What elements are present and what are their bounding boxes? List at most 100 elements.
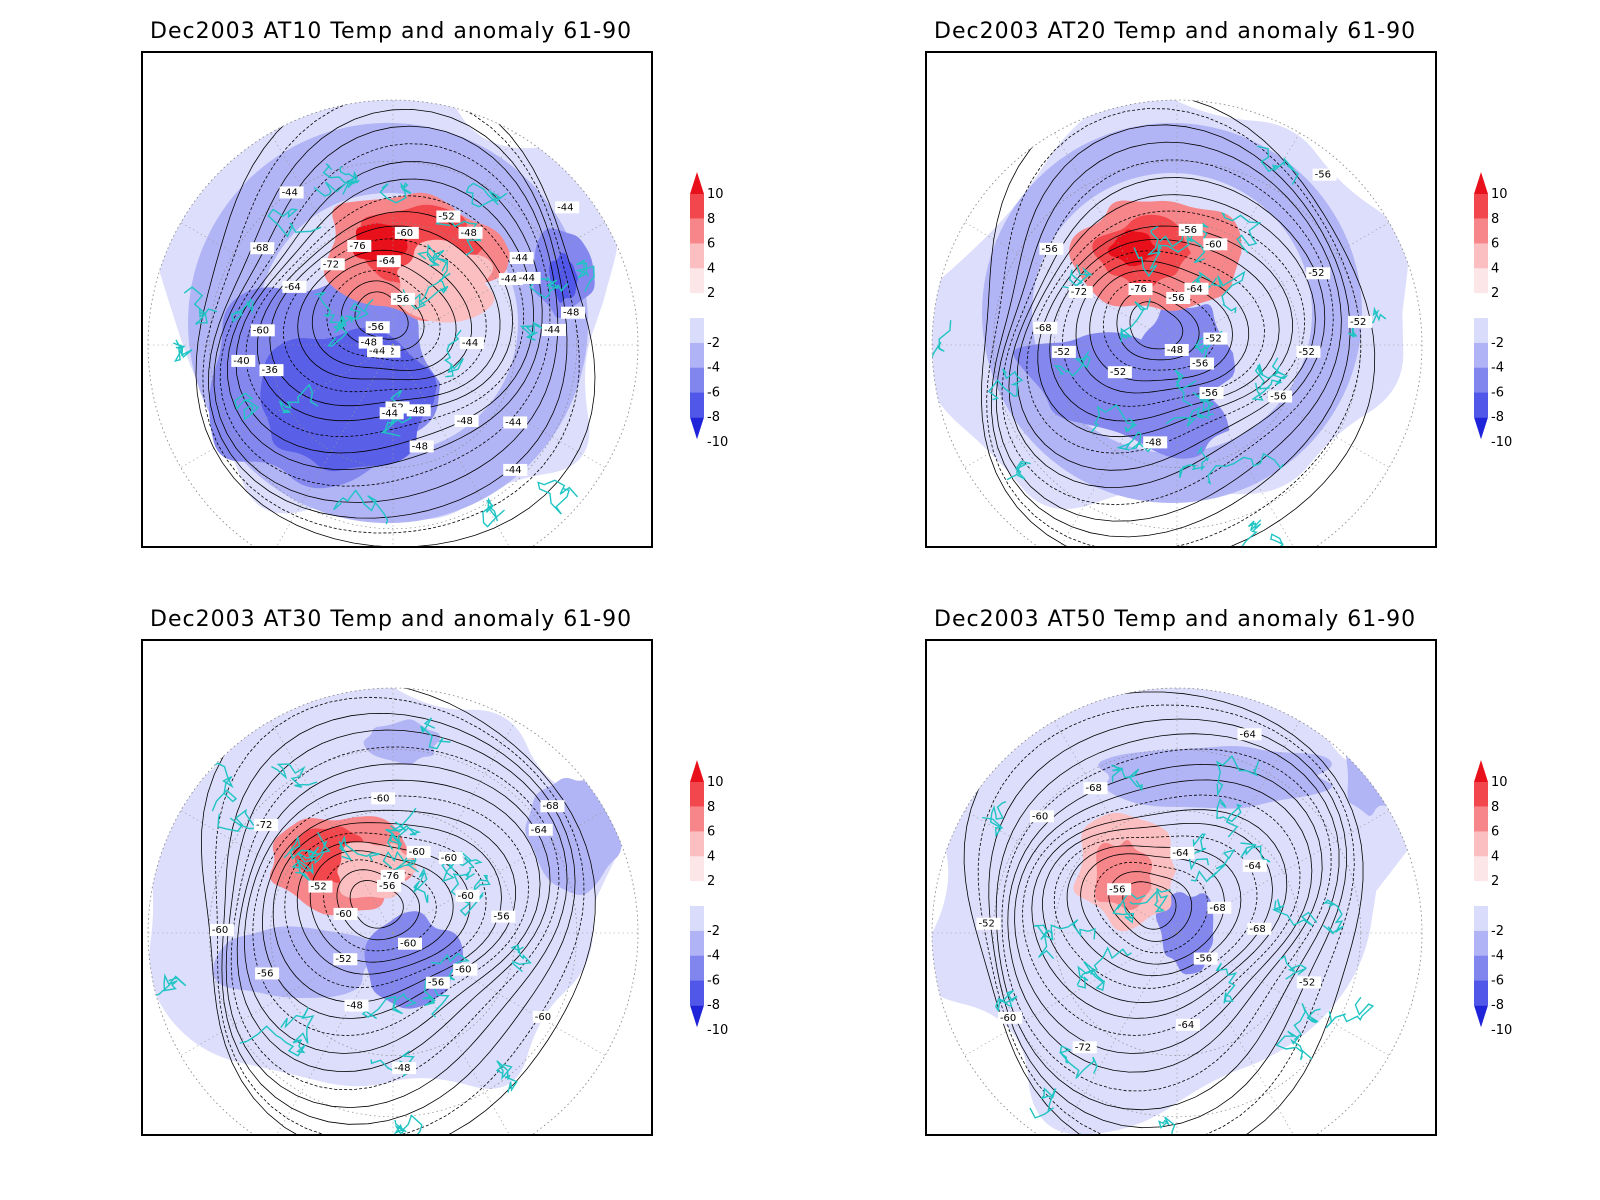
anomaly-region <box>1098 746 1332 809</box>
isotherm-line <box>245 195 525 438</box>
colorbar-label: -10 <box>707 1023 728 1038</box>
graticule-meridian <box>964 932 1178 1056</box>
colorbar-at10: 10 8 6 4 2 -2 -4 -6 -8 -10 <box>690 172 750 452</box>
coastline-segment <box>1216 797 1243 838</box>
colorbar-bottom-arrow <box>1474 417 1488 440</box>
colorbar-label: -10 <box>1491 435 1512 450</box>
isotherm-line <box>1001 748 1332 1092</box>
contour-label: -52 <box>335 954 351 965</box>
contour-label: -56 <box>1192 359 1208 370</box>
coastline-segment <box>387 824 422 850</box>
contour-label-bg <box>320 258 345 271</box>
contour-label-bg <box>380 869 405 882</box>
colorbar-segment <box>1474 342 1488 368</box>
colorbar-segment <box>690 856 704 882</box>
anomaly-region <box>549 252 579 303</box>
coastline-segment <box>1238 519 1262 546</box>
contour-label: -64 <box>1178 1020 1194 1031</box>
coastline-segment <box>1129 887 1171 913</box>
colorbar-segment <box>690 342 704 368</box>
contour-label: -64 <box>379 256 395 267</box>
coastline-segment <box>1077 946 1132 989</box>
coastline-segment <box>519 321 544 341</box>
isotherm-line <box>1026 210 1306 454</box>
contour-label-bg <box>528 823 553 836</box>
graticule-meridian <box>180 932 394 1056</box>
coastlines <box>173 163 595 528</box>
coastline-segment <box>1158 1116 1197 1134</box>
contour-label-bg <box>333 907 358 920</box>
map-at20: -52 -52 -56 -56 -56 -48 -48 -52 -52 -68 -72 -56 -76 -… <box>925 51 1437 548</box>
contour-label: -72 <box>256 820 272 831</box>
colorbar-segment <box>1474 367 1488 393</box>
contour-label-bg <box>555 201 580 214</box>
colorbar-label: 10 <box>1491 187 1508 202</box>
graticule-meridian <box>392 720 516 934</box>
polar-map-at10: -44-44-44-44-48-48-48-52-44-52-44-48-36-… <box>147 99 639 546</box>
contour-label: -56 <box>493 912 509 923</box>
contour-label-bg <box>358 336 383 349</box>
isotherm-line <box>1053 835 1258 989</box>
contour-label-bg <box>453 963 478 976</box>
colorbar-segment <box>690 318 704 343</box>
map-content <box>148 100 638 546</box>
contour-label-bg <box>1348 315 1373 328</box>
contour-label-bg <box>1268 390 1293 403</box>
contour-label: -52 <box>438 212 454 223</box>
contour-label-bg <box>1039 242 1064 255</box>
contour-label: -56 <box>1168 293 1184 304</box>
coastline-segment <box>402 257 449 310</box>
graticule-meridian <box>270 720 394 934</box>
coastline-segment <box>464 856 483 880</box>
contour-label-bg <box>1068 285 1093 298</box>
contour-label: -52 <box>1299 977 1315 988</box>
graticule-circle <box>992 748 1362 1118</box>
colorbar-label: 10 <box>707 775 724 790</box>
contour-label: -68 <box>1209 903 1225 914</box>
colorbar-label: 8 <box>707 800 715 815</box>
contour-label-bg <box>516 271 541 284</box>
contour-label: -60 <box>336 909 352 920</box>
coastline-segment <box>314 291 351 328</box>
colorbar-label: 8 <box>1491 800 1499 815</box>
colorbar-segment <box>1474 243 1488 269</box>
hemisphere-edge <box>931 99 1423 546</box>
colorbar-label: -6 <box>707 385 720 400</box>
colorbar-segment <box>690 782 704 807</box>
contour-label: -56 <box>1196 954 1212 965</box>
coastline-segment <box>1207 452 1284 485</box>
contour-label-bg <box>1247 922 1272 935</box>
contour-label: -60 <box>253 325 269 336</box>
contour-label: -68 <box>1035 323 1051 334</box>
contour-label-bg <box>371 792 396 805</box>
coastline-segment <box>1111 764 1143 792</box>
contour-label-bg <box>409 440 434 453</box>
anomaly-region <box>1138 304 1235 412</box>
contour-label-bg <box>1189 357 1214 370</box>
colorbar-segment <box>1474 930 1488 956</box>
colorbar-label: 2 <box>707 286 715 301</box>
contour-label-bg <box>1207 901 1232 914</box>
contour-label: -48 <box>361 338 377 349</box>
contour-label: -36 <box>261 365 277 376</box>
colorbar-segment <box>1474 955 1488 981</box>
coastline-segment <box>1215 755 1260 798</box>
contour-label: -48 <box>457 416 473 427</box>
contour-label-bg <box>1128 283 1153 296</box>
contour-label-bg <box>1199 386 1224 399</box>
coastline-segment <box>1116 431 1154 453</box>
contour-label: -44 <box>557 202 573 213</box>
contour-label-bg <box>347 239 372 252</box>
colorbar-segment <box>690 367 704 393</box>
contour-label-bg <box>394 226 419 239</box>
contour-label: -48 <box>563 308 579 319</box>
contour-label-bg <box>540 800 565 813</box>
coastline-segment <box>313 163 355 197</box>
coastline-segment <box>379 182 412 204</box>
coastline-segment <box>1210 270 1246 314</box>
colorbar-label: -6 <box>1491 385 1504 400</box>
contour-label: -60 <box>212 925 228 936</box>
isotherm-line <box>1080 853 1225 965</box>
anomaly-region <box>260 327 437 472</box>
contour-label-bg <box>425 976 450 989</box>
